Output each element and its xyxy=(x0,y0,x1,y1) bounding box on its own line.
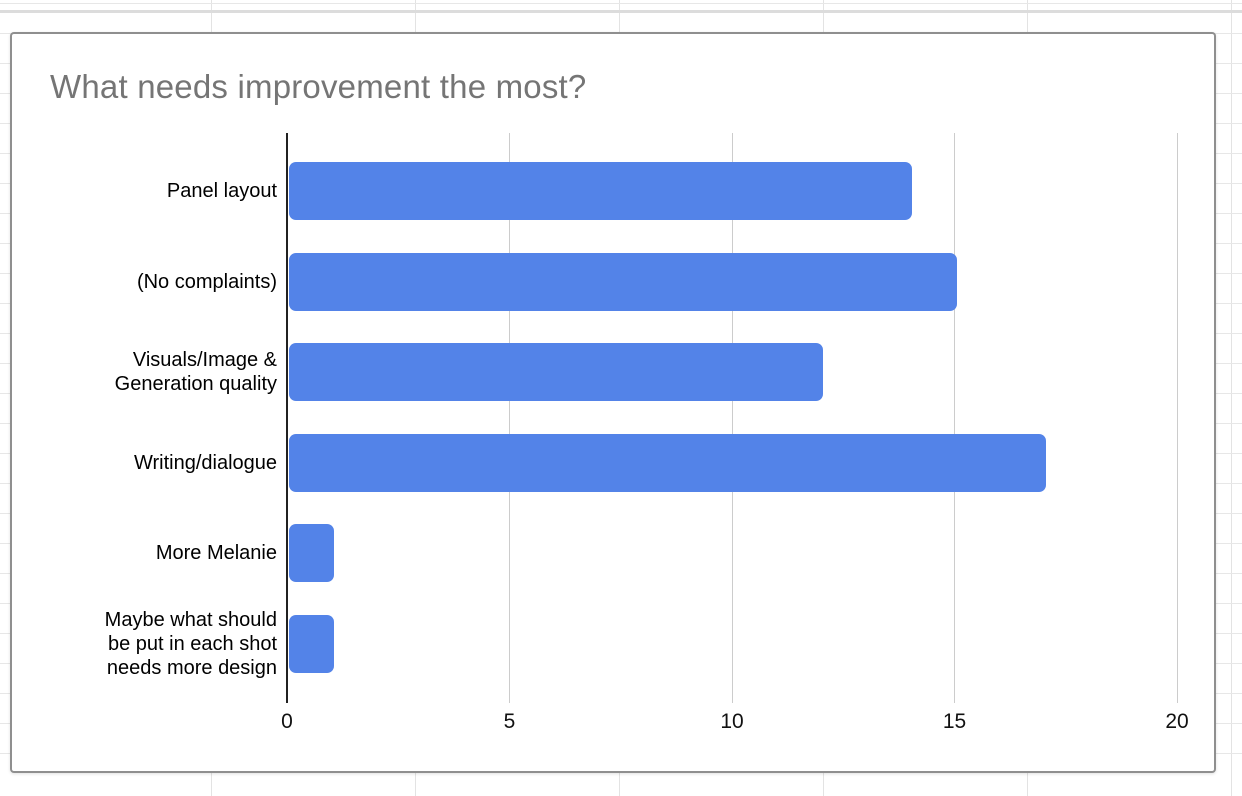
x-tick-label: 5 xyxy=(503,710,516,733)
x-tick-label: 15 xyxy=(942,710,967,733)
category-label: Panel layout xyxy=(166,180,277,203)
category-label: (No complaints) xyxy=(136,270,277,293)
bar[interactable] xyxy=(289,524,334,583)
bar[interactable] xyxy=(289,614,334,673)
bar-row xyxy=(289,327,1177,418)
x-tick-label: 0 xyxy=(281,710,293,733)
category-label: Maybe what should be put in each shot ne… xyxy=(104,608,277,679)
x-tick-label: 20 xyxy=(1165,710,1189,733)
bar-row xyxy=(289,508,1177,599)
chart-title: What needs improvement the most? xyxy=(50,68,587,105)
category-label: Writing/dialogue xyxy=(133,451,277,474)
bar-row xyxy=(289,146,1177,237)
y-axis-labels: Panel layout (No complaints) Visuals/Image… xyxy=(32,146,277,689)
gridline xyxy=(1176,133,1178,703)
gridline xyxy=(509,133,510,703)
bar[interactable] xyxy=(289,433,1046,492)
bar[interactable] xyxy=(289,162,912,221)
y-axis-line xyxy=(286,133,288,703)
category-label: More Melanie xyxy=(155,542,277,565)
gridline xyxy=(731,133,733,703)
x-axis-labels: 0 5 10 15 20 xyxy=(281,710,1189,740)
bar[interactable] xyxy=(289,343,823,402)
x-tick-label: 10 xyxy=(720,710,744,733)
bars xyxy=(289,146,1177,689)
spreadsheet-row-divider xyxy=(0,10,1242,13)
bar-row xyxy=(289,418,1177,509)
bar-row xyxy=(289,237,1177,328)
plot-area xyxy=(286,133,1178,703)
gridline xyxy=(954,133,955,703)
bar[interactable] xyxy=(289,252,957,311)
gridlines xyxy=(286,133,1178,703)
bar-row xyxy=(289,599,1177,690)
category-label: Visuals/Image & Generation quality xyxy=(114,349,277,396)
chart-panel[interactable]: What needs improvement the most? Panel l… xyxy=(10,32,1216,773)
